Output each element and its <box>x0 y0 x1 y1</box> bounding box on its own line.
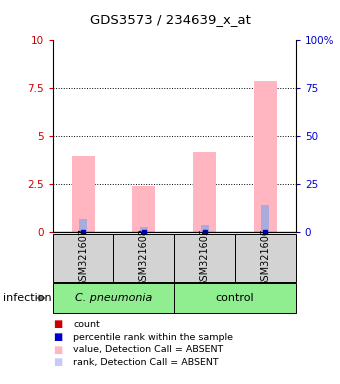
Text: GSM321606: GSM321606 <box>260 228 270 287</box>
Bar <box>114 234 174 282</box>
Text: GDS3573 / 234639_x_at: GDS3573 / 234639_x_at <box>89 13 251 26</box>
Bar <box>132 186 155 232</box>
Text: ■: ■ <box>53 332 62 342</box>
Bar <box>174 283 296 313</box>
Text: C. pneumonia: C. pneumonia <box>75 293 152 303</box>
Text: percentile rank within the sample: percentile rank within the sample <box>73 333 233 342</box>
Bar <box>174 234 235 282</box>
Bar <box>235 234 296 282</box>
Text: infection: infection <box>3 293 52 303</box>
Text: rank, Detection Call = ABSENT: rank, Detection Call = ABSENT <box>73 358 219 367</box>
Text: ■: ■ <box>53 319 62 329</box>
Text: GSM321605: GSM321605 <box>200 228 210 287</box>
Bar <box>193 152 216 232</box>
Text: ■: ■ <box>53 358 62 367</box>
Text: GSM321607: GSM321607 <box>78 228 88 287</box>
Text: ■: ■ <box>53 345 62 355</box>
Text: value, Detection Call = ABSENT: value, Detection Call = ABSENT <box>73 345 223 354</box>
Bar <box>261 205 269 232</box>
Bar <box>201 225 208 232</box>
Bar <box>140 227 148 232</box>
Text: GSM321608: GSM321608 <box>139 228 149 287</box>
Bar <box>79 219 87 232</box>
Text: control: control <box>216 293 254 303</box>
Bar <box>254 81 277 232</box>
Bar <box>71 156 95 232</box>
Bar <box>53 234 114 282</box>
Bar <box>53 283 174 313</box>
Text: count: count <box>73 320 100 329</box>
